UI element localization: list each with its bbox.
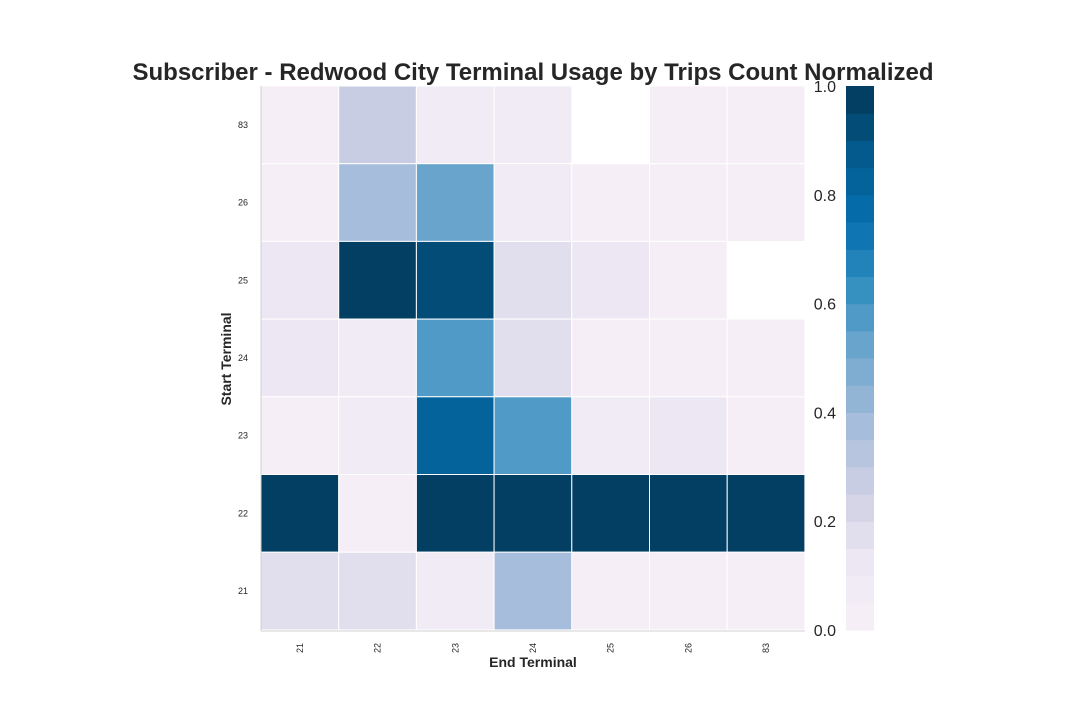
y-tick-label: 26 xyxy=(238,198,248,208)
y-tick-labels: 83 26 25 24 23 22 21 xyxy=(238,120,248,596)
heatmap-cell-26-26 xyxy=(649,163,728,242)
heatmap-cell-26-25 xyxy=(571,163,650,242)
colorbar-segment xyxy=(846,113,874,141)
colorbar-segment xyxy=(846,385,874,413)
heatmap-cell-25-25 xyxy=(571,240,650,320)
colorbar-segment xyxy=(846,86,874,114)
y-tick-label: 25 xyxy=(238,275,248,285)
heatmap-cell-25-24 xyxy=(493,240,573,320)
y-axis-label: Start Terminal xyxy=(218,312,234,405)
heatmap-cell-21-24 xyxy=(493,551,573,631)
heatmap-cell-21-23 xyxy=(415,551,495,631)
x-tick-label: 21 xyxy=(295,643,305,653)
chart-title: Subscriber - Redwood City Terminal Usage… xyxy=(132,59,933,86)
heatmap-cell-25-21 xyxy=(260,240,340,320)
colorbar xyxy=(846,86,874,631)
colorbar-segment xyxy=(846,494,874,522)
heatmap-cell-23-21 xyxy=(260,396,340,475)
colorbar-segment xyxy=(846,548,874,577)
colorbar-segment xyxy=(846,276,874,305)
heatmap-cell-21-26 xyxy=(649,551,728,631)
colorbar-tick-label: 1.0 xyxy=(814,79,836,96)
heatmap-cell-24-22 xyxy=(338,318,417,398)
heatmap-cell-26-24 xyxy=(493,163,573,242)
x-tick-label: 23 xyxy=(450,643,460,653)
heatmap-cell-21-21 xyxy=(260,551,340,631)
heatmap-cell-23-24 xyxy=(493,396,573,475)
heatmap-cells xyxy=(260,85,806,631)
heatmap-cell-22-83 xyxy=(726,474,806,553)
colorbar-segment xyxy=(846,575,874,604)
heatmap-cell-22-25 xyxy=(571,474,650,553)
heatmap-cell-21-22 xyxy=(338,551,417,631)
colorbar-segment xyxy=(846,602,874,631)
heatmap-cell-25-26 xyxy=(649,240,728,320)
heatmap-cell-24-21 xyxy=(260,318,340,398)
heatmap-cell-23-26 xyxy=(649,396,728,475)
heatmap-cell-23-22 xyxy=(338,396,417,475)
heatmap-cell-26-22 xyxy=(338,163,417,242)
colorbar-segment xyxy=(846,439,874,468)
heatmap-cell-22-23 xyxy=(415,474,495,553)
heatmap-cell-23-25 xyxy=(571,396,650,475)
colorbar-tick-label: 0.2 xyxy=(814,514,836,531)
x-tick-labels: 21 22 23 24 25 26 83 xyxy=(295,643,771,653)
heatmap-cell-22-21 xyxy=(260,474,340,553)
heatmap-cell-22-24 xyxy=(493,474,573,553)
heatmap-cell-23-23 xyxy=(415,396,495,475)
heatmap-cell-83-21 xyxy=(260,85,340,165)
heatmap-cell-26-83 xyxy=(726,163,806,242)
colorbar-segment xyxy=(846,303,874,332)
heatmap-cell-22-26 xyxy=(649,474,728,553)
x-tick-label: 25 xyxy=(606,643,616,653)
heatmap-cell-26-23 xyxy=(415,163,495,242)
heatmap-cell-21-83 xyxy=(726,551,806,631)
heatmap-cell-83-24 xyxy=(493,85,573,165)
heatmap-cell-21-25 xyxy=(571,551,650,631)
colorbar-segment xyxy=(846,222,874,250)
colorbar-segment xyxy=(846,194,874,223)
heatmap-cell-24-25 xyxy=(571,318,650,398)
colorbar-segment xyxy=(846,140,874,169)
heatmap-cell-83-22 xyxy=(338,85,417,165)
colorbar-tick-labels: 0.0 0.2 0.4 0.6 0.8 1.0 xyxy=(814,79,836,640)
heatmap-cell-24-83 xyxy=(726,318,806,398)
colorbar-segment xyxy=(846,412,874,441)
colorbar-tick-label: 0.4 xyxy=(814,405,836,422)
colorbar-segment xyxy=(846,358,874,386)
heatmap-cell-83-83 xyxy=(726,85,806,165)
colorbar-segment xyxy=(846,466,874,495)
heatmap-cell-25-22 xyxy=(338,240,417,320)
y-tick-label: 22 xyxy=(238,508,248,518)
y-tick-label: 83 xyxy=(238,120,248,130)
x-tick-label: 22 xyxy=(373,643,383,653)
heatmap-cell-23-83 xyxy=(726,396,806,475)
heatmap-cell-24-23 xyxy=(415,318,495,398)
heatmap-cell-22-22 xyxy=(338,474,417,553)
colorbar-segment xyxy=(846,167,874,196)
y-tick-label: 23 xyxy=(238,431,248,441)
x-tick-label: 83 xyxy=(761,643,771,653)
colorbar-tick-label: 0.8 xyxy=(814,188,836,205)
heatmap-cell-24-26 xyxy=(649,318,728,398)
x-axis-label: End Terminal xyxy=(489,654,577,670)
colorbar-segment xyxy=(846,521,874,549)
x-tick-label: 24 xyxy=(528,643,538,653)
colorbar-segment xyxy=(846,249,874,277)
colorbar-tick-label: 0.0 xyxy=(814,623,836,640)
y-tick-label: 21 xyxy=(238,586,248,596)
heatmap-cell-24-24 xyxy=(493,318,573,398)
heatmap-cell-83-23 xyxy=(415,85,495,165)
heatmap-cell-25-23 xyxy=(415,240,495,320)
y-tick-label: 24 xyxy=(238,353,248,363)
colorbar-tick-label: 0.6 xyxy=(814,297,836,314)
colorbar-segment xyxy=(846,330,874,359)
x-tick-label: 26 xyxy=(683,643,693,653)
heatmap-cell-83-26 xyxy=(649,85,728,165)
heatmap-cell-26-21 xyxy=(260,163,340,242)
